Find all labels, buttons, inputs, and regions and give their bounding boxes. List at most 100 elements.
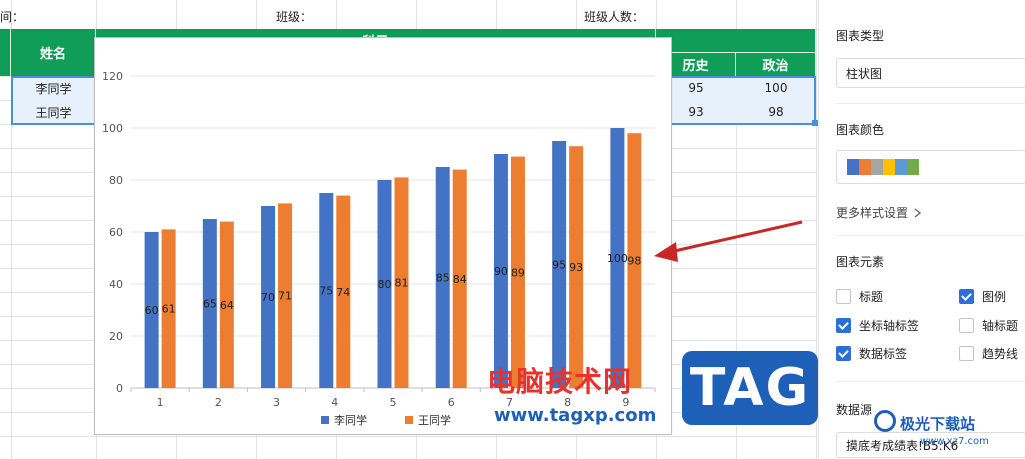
element-title-option[interactable]: 标题	[836, 288, 883, 305]
x-tick-label: 8	[564, 396, 571, 409]
data-label: 95	[552, 259, 566, 272]
legend-label: 王同学	[418, 413, 451, 427]
color-swatch	[871, 159, 883, 175]
y-tick-label: 100	[102, 122, 123, 135]
x-tick-label: 3	[273, 396, 280, 409]
color-palette	[847, 159, 919, 175]
watermark-site-logo	[874, 410, 896, 432]
cell-politics[interactable]: 98	[768, 105, 784, 119]
bar	[319, 193, 334, 388]
element-label: 标题	[859, 290, 884, 304]
chart-color-select[interactable]	[836, 150, 1025, 184]
header-subjects-ext[interactable]	[656, 29, 816, 53]
element-legend-option[interactable]: 图例	[959, 288, 1006, 305]
more-style-label: 更多样式设置	[836, 206, 909, 220]
x-tick-label: 5	[390, 396, 397, 409]
cell-politics[interactable]: 100	[764, 81, 788, 95]
element-label: 轴标题	[982, 319, 1019, 333]
chart-type-value: 柱状图	[846, 66, 883, 81]
data-label: 100	[607, 252, 628, 265]
element-label: 坐标轴标签	[859, 319, 920, 333]
data-label: 84	[453, 273, 467, 286]
label-class: 班级：	[276, 10, 313, 24]
data-label: 65	[203, 298, 217, 311]
chart-panel[interactable]: 0 20 40 60 80 100 120 60 61 1 65 64 2 70 71 3 75 74 4 80 81 5…	[94, 37, 672, 435]
chart-settings-panel: 图表类型 柱状图 图表颜色 更多样式设置 图表元素 标题 图例 坐标轴标签 轴标…	[818, 0, 1025, 459]
chart-color-title: 图表颜色	[836, 123, 885, 137]
x-tick-label: 2	[215, 396, 222, 409]
legend-swatch	[405, 416, 413, 424]
x-tick-label: 1	[157, 396, 164, 409]
header-history[interactable]: 历史	[656, 53, 736, 76]
more-style-settings-link[interactable]: 更多样式设置	[836, 204, 922, 221]
checkbox-title[interactable]	[836, 289, 851, 304]
element-trendline-option[interactable]: 趋势线	[959, 345, 1018, 362]
x-tick-label: 9	[622, 396, 629, 409]
cell-history[interactable]: 93	[688, 105, 704, 119]
bar	[552, 141, 567, 388]
color-swatch	[895, 159, 907, 175]
fill-handle[interactable]	[812, 120, 818, 126]
checkbox-axis-labels[interactable]	[836, 318, 851, 333]
checkbox-trendline[interactable]	[959, 346, 974, 361]
data-label: 60	[145, 304, 159, 317]
datasource-title: 数据源	[836, 403, 873, 417]
divider	[836, 235, 1025, 236]
datasource-input[interactable]: 摸底考成绩表!B5:K6	[836, 432, 1025, 458]
header-cell[interactable]	[0, 29, 11, 76]
y-tick-label: 0	[116, 382, 123, 395]
checkbox-data-labels[interactable]	[836, 346, 851, 361]
y-tick-label: 120	[102, 70, 123, 83]
watermark-tag-logo: TAG	[682, 351, 818, 425]
header-name[interactable]: 姓名	[11, 29, 96, 76]
bar	[144, 232, 159, 388]
data-label: 75	[319, 285, 333, 298]
element-data-labels-option[interactable]: 数据标签	[836, 345, 907, 362]
bar	[336, 195, 351, 388]
bar	[493, 154, 508, 388]
checkbox-axis-title[interactable]	[959, 318, 974, 333]
x-tick-label: 7	[506, 396, 513, 409]
header-politics[interactable]: 政治	[736, 53, 816, 76]
gridline	[816, 0, 817, 459]
data-label: 74	[336, 286, 350, 299]
element-label: 图例	[982, 290, 1007, 304]
cell-history[interactable]: 95	[688, 81, 704, 95]
x-tick-label: 4	[331, 396, 338, 409]
x-tick-label: 6	[448, 396, 455, 409]
chart-elements-title: 图表元素	[836, 255, 885, 269]
divider	[836, 381, 1025, 382]
data-label: 85	[436, 272, 450, 285]
cell-name[interactable]: 王同学	[35, 105, 72, 120]
bar	[627, 133, 642, 388]
chart-type-title: 图表类型	[836, 29, 885, 43]
watermark-site-url: www.xz7.com	[920, 436, 989, 447]
element-axis-labels-option[interactable]: 坐标轴标签	[836, 317, 919, 334]
element-label: 数据标签	[859, 347, 908, 361]
data-label: 98	[627, 255, 641, 268]
datasource-value: 摸底考成绩表!B5:K6	[846, 438, 959, 453]
annotation-arrow	[654, 220, 803, 262]
element-axis-title-option[interactable]: 轴标题	[959, 317, 1018, 334]
checkbox-legend[interactable]	[959, 289, 974, 304]
bar	[394, 177, 409, 388]
cell-name[interactable]: 李同学	[35, 81, 72, 96]
color-swatch	[859, 159, 871, 175]
chevron-right-icon	[914, 207, 922, 218]
bar	[510, 156, 525, 388]
gridline	[0, 436, 818, 437]
chart-type-select[interactable]: 柱状图	[836, 58, 1025, 88]
watermark-cn-text: 电脑技术网	[487, 365, 633, 398]
data-label: 70	[261, 291, 275, 304]
watermark-site-name: 极光下载站	[900, 415, 976, 433]
data-label: 61	[162, 303, 176, 316]
watermark-url: www.tagxp.com	[494, 405, 657, 426]
bar	[161, 229, 176, 388]
y-tick-label: 80	[109, 174, 123, 187]
label-class-size: 班级人数：	[584, 10, 645, 24]
bar	[569, 146, 584, 388]
bar	[435, 167, 450, 388]
bar	[261, 206, 276, 388]
bar	[219, 221, 234, 388]
